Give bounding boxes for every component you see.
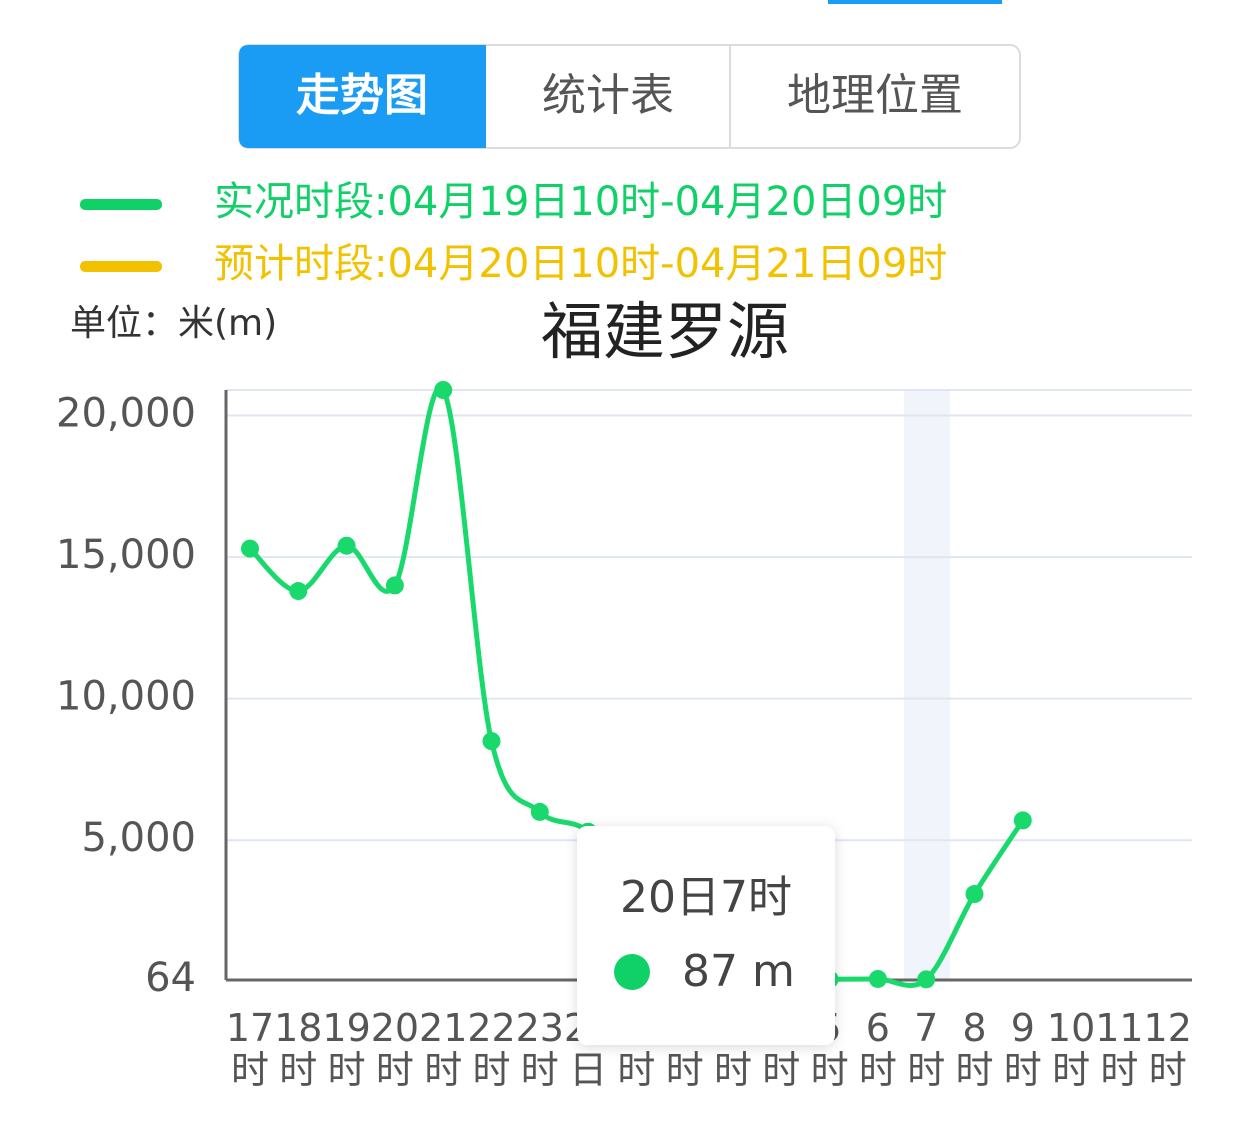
y-tick-label: 15,000 xyxy=(56,532,196,578)
legend: 实况时段:04月19日10时-04月20日09时预计时段:04月20日10时-0… xyxy=(80,179,947,287)
tab-selected-bg xyxy=(239,45,486,148)
data-point xyxy=(385,576,404,595)
data-point xyxy=(482,732,501,751)
tooltip-title: 20日7时 xyxy=(620,872,792,923)
x-tick-label: 11 时 xyxy=(1095,1006,1143,1092)
x-tick-label: 21 时 xyxy=(419,1006,467,1092)
y-tick-label: 64 xyxy=(145,955,196,1001)
x-tick-label: 19 时 xyxy=(322,1006,370,1092)
unit-label: 单位：米(m) xyxy=(70,303,277,344)
x-tick-label: 12 时 xyxy=(1144,1006,1192,1092)
top-indicator xyxy=(828,0,1002,4)
x-tick-label: 10 时 xyxy=(1047,1006,1095,1092)
y-tick-label: 5,000 xyxy=(81,815,196,861)
data-point xyxy=(917,970,936,989)
x-tick-label: 20 时 xyxy=(371,1006,419,1092)
tooltip-value: 87 m xyxy=(682,946,795,997)
plot: 64 5,000 10,000 15,000 20,000 17 时18 时19 时20 时21 时… xyxy=(56,381,1192,1092)
x-tick-label: 18 时 xyxy=(274,1006,322,1092)
y-tick-label: 20,000 xyxy=(56,390,196,436)
tooltip-dot xyxy=(614,954,650,990)
legend-swatch xyxy=(80,199,162,210)
x-tick-label: 22 时 xyxy=(467,1006,515,1092)
data-point xyxy=(337,536,356,555)
y-tick-label: 10,000 xyxy=(56,674,196,720)
x-tick-label: 23 时 xyxy=(516,1006,564,1092)
tooltip-box xyxy=(577,826,835,1045)
data-point xyxy=(965,885,984,904)
data-point xyxy=(289,582,308,601)
data-point xyxy=(1013,811,1032,830)
legend-label: 预计时段:04月20日10时-04月21日09时 xyxy=(214,241,947,287)
data-point xyxy=(530,802,549,821)
data-point xyxy=(241,539,259,558)
legend-swatch xyxy=(80,261,162,272)
tab[interactable]: 地理位置 xyxy=(787,70,963,121)
data-point xyxy=(434,381,453,399)
data-point xyxy=(868,969,887,988)
tab[interactable]: 走势图 xyxy=(296,70,428,121)
tab[interactable]: 统计表 xyxy=(542,70,674,121)
tooltip xyxy=(577,826,835,1045)
hover-band xyxy=(904,390,950,980)
x-tick-label: 17 时 xyxy=(226,1006,274,1092)
chart-title: 福建罗源 xyxy=(541,295,789,368)
legend-label: 实况时段:04月19日10时-04月20日09时 xyxy=(214,179,947,225)
